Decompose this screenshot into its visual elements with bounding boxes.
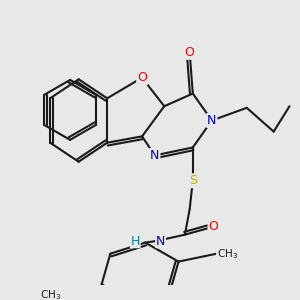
Text: N: N — [207, 114, 217, 127]
Text: S: S — [189, 174, 197, 187]
Text: O: O — [185, 46, 195, 59]
Text: O: O — [137, 71, 147, 84]
Text: CH$_3$: CH$_3$ — [40, 288, 61, 300]
Text: CH$_3$: CH$_3$ — [217, 247, 238, 261]
Text: N: N — [150, 149, 159, 162]
Text: H: H — [130, 235, 140, 248]
Text: O: O — [208, 220, 218, 233]
Text: N: N — [156, 235, 165, 248]
